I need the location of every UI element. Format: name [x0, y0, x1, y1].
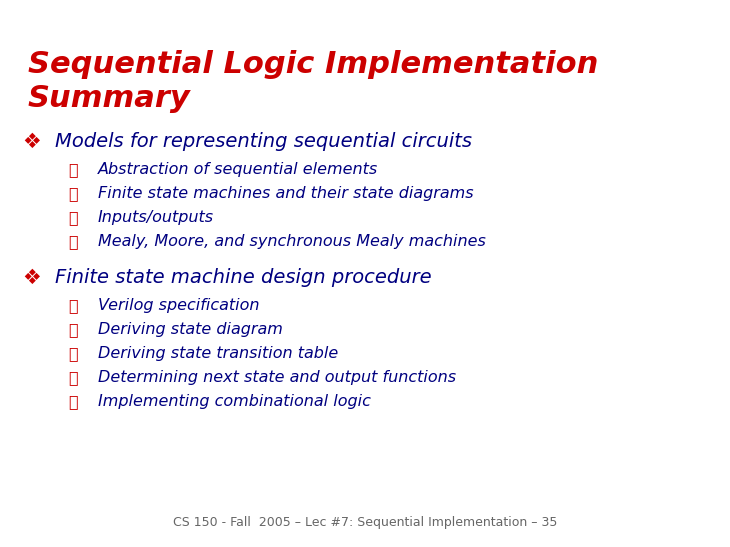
Text: ❖: ❖	[22, 268, 41, 288]
Text: Deriving state diagram: Deriving state diagram	[98, 322, 283, 337]
Text: ⎓: ⎓	[68, 186, 77, 201]
Text: Mealy, Moore, and synchronous Mealy machines: Mealy, Moore, and synchronous Mealy mach…	[98, 234, 486, 249]
Text: Finite state machines and their state diagrams: Finite state machines and their state di…	[98, 186, 474, 201]
Text: ⎓: ⎓	[68, 234, 77, 249]
Text: ⎓: ⎓	[68, 210, 77, 225]
Text: Inputs/outputs: Inputs/outputs	[98, 210, 214, 225]
Text: Verilog specification: Verilog specification	[98, 298, 259, 313]
Text: Models for representing sequential circuits: Models for representing sequential circu…	[55, 132, 472, 151]
Text: ⎓: ⎓	[68, 162, 77, 177]
Text: CS 150 - Fall  2005 – Lec #7: Sequential Implementation – 35: CS 150 - Fall 2005 – Lec #7: Sequential …	[173, 516, 557, 529]
Text: ⎓: ⎓	[68, 322, 77, 337]
Text: ⎓: ⎓	[68, 346, 77, 361]
Text: Abstraction of sequential elements: Abstraction of sequential elements	[98, 162, 378, 177]
Text: ❖: ❖	[22, 132, 41, 152]
Text: ⎓: ⎓	[68, 370, 77, 385]
Text: Sequential Logic Implementation: Sequential Logic Implementation	[28, 50, 599, 79]
Text: ⎓: ⎓	[68, 298, 77, 313]
Text: Implementing combinational logic: Implementing combinational logic	[98, 394, 371, 409]
Text: Deriving state transition table: Deriving state transition table	[98, 346, 338, 361]
Text: ⎓: ⎓	[68, 394, 77, 409]
Text: Summary: Summary	[28, 84, 191, 113]
Text: Finite state machine design procedure: Finite state machine design procedure	[55, 268, 431, 287]
Text: Determining next state and output functions: Determining next state and output functi…	[98, 370, 456, 385]
